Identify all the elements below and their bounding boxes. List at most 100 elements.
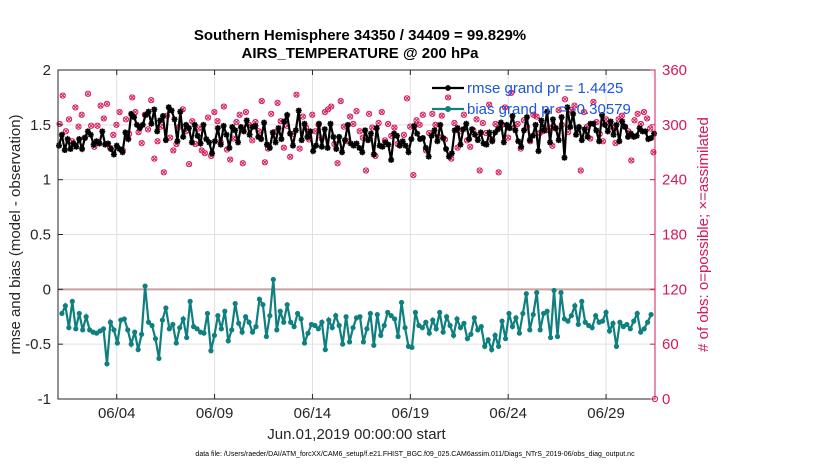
obs-possible-point [479,119,486,127]
obs-assimilated-point [221,104,227,110]
bias-point [229,327,235,333]
obs-assimilated-point [148,97,154,103]
bias-point [499,318,505,324]
obs-possible-point [84,90,92,97]
rmse-point [645,136,652,143]
obs-possible-point [391,124,398,131]
obs-possible-point [154,138,161,145]
obs-assimilated-point [101,115,107,121]
rmse-point [503,121,510,128]
bias-point [593,313,599,319]
bias-point [111,327,117,333]
rmse-point [261,119,268,126]
bias-point [423,319,429,325]
rmse-point [636,125,643,132]
bias-point [218,326,224,332]
obs-possible-point [189,118,196,125]
rmse-point [581,126,588,133]
right-tick-label: 360 [662,62,687,79]
rmse-point [289,142,296,149]
rmse-point [157,117,164,124]
right-axis-label: # of obs: o=possible; ×=assimilated [695,117,712,352]
bias-point [177,325,183,331]
obs-assimilated-point [496,169,502,175]
rmse-point [235,139,242,146]
right-tick-label: 120 [662,281,687,298]
bias-point [59,310,65,317]
obs-possible-point [337,97,344,105]
obs-possible-point [384,120,392,128]
obs-possible-point [113,121,120,128]
obs-possible-point [72,104,79,111]
rmse-point [356,144,363,151]
bias-point [554,333,561,340]
rmse-point [492,129,499,136]
obs-possible-point [501,104,509,111]
rmse-point [333,145,340,152]
rmse-point [573,131,580,138]
rmse-point [336,133,343,140]
bias-point [450,332,457,338]
rmse-point [344,121,351,128]
rmse-point [610,131,617,138]
rmse-point [174,138,181,145]
obs-assimilated-point [350,121,356,127]
rmse-point [220,122,227,129]
bias-point [610,320,616,326]
rmse-point [578,137,585,144]
rmse-point [284,111,291,118]
legend-layer: rmse grand pr = 1.4425 bias grand pr = -0… [432,80,631,118]
obs-assimilated-point [154,138,161,144]
obs-possible-point [144,126,152,133]
rmse-point [495,126,502,133]
rmse-point [512,127,519,134]
rmse-point [619,118,626,125]
bias-point [62,303,68,309]
rmse-point [379,143,386,150]
rmse-point [367,130,374,137]
rmse-point [570,110,577,117]
obs-possible-point [631,117,638,124]
bias-point [506,310,512,317]
bias-point [371,342,377,348]
bias-point [558,290,564,296]
left-axis-label: rmse and bias (model - observation) [7,114,24,354]
obs-possible-point [100,115,107,122]
obs-possible-point [242,108,250,116]
obs-assimilated-point [445,94,451,100]
obs-possible-point [201,150,208,157]
rmse-point [168,107,175,114]
obs-possible-point [366,110,373,117]
obs-possible-point [211,108,218,116]
obs-possible-point [577,167,584,174]
rmse-point [616,138,623,145]
bias-point [454,316,460,322]
rmse-point [651,130,658,137]
rmse-point [211,138,218,145]
rmse-point [518,143,525,150]
rmse-point [214,125,221,132]
left-tick-label: 1 [43,172,51,189]
rmse-point [529,132,536,139]
obs-possible-point [59,92,66,99]
obs-possible-point [160,169,167,176]
bias-point [523,291,529,297]
bias-point [565,318,571,324]
x-tick-label: 06/04 [98,405,136,422]
bias-point [142,283,148,289]
obs-assimilated-point [477,167,483,174]
obs-possible-point [378,108,385,116]
obs-assimilated-point [151,156,157,162]
obs-possible-point [413,117,420,124]
obs-possible-point [451,119,458,127]
bias-point [170,321,176,328]
obs-assimilated-point [328,104,334,110]
rmse-point [564,104,571,111]
rmse-point [87,131,94,138]
rmse-point [232,127,239,134]
obs-assimilated-point [376,120,382,126]
obs-possible-point [129,94,136,101]
rmse-point [515,138,522,145]
bias-point [305,330,311,336]
